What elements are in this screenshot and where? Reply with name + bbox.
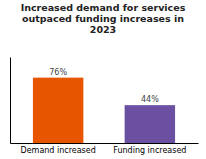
data-label: 76%	[49, 68, 67, 77]
bars	[33, 78, 175, 143]
x-axis-line	[11, 143, 199, 144]
title: Increased demand for servicesoutpaced fu…	[21, 2, 186, 35]
plot: 76% 44% Demand increased Funding increased	[11, 58, 199, 155]
x-tick: Funding increased	[113, 143, 186, 155]
x-tick: Demand increased	[21, 143, 96, 155]
data-labels: 76% 44%	[49, 68, 159, 105]
x-tick-label: Funding increased	[113, 146, 186, 155]
x-tick-label: Demand increased	[21, 146, 96, 155]
bar	[125, 105, 175, 143]
chart: Increased demand for servicesoutpaced fu…	[0, 0, 206, 159]
x-axis: Demand increased Funding increased	[11, 143, 199, 155]
y-axis-line	[10, 58, 11, 144]
bar	[33, 78, 83, 143]
data-label: 44%	[141, 95, 159, 104]
y-axis	[10, 58, 11, 144]
